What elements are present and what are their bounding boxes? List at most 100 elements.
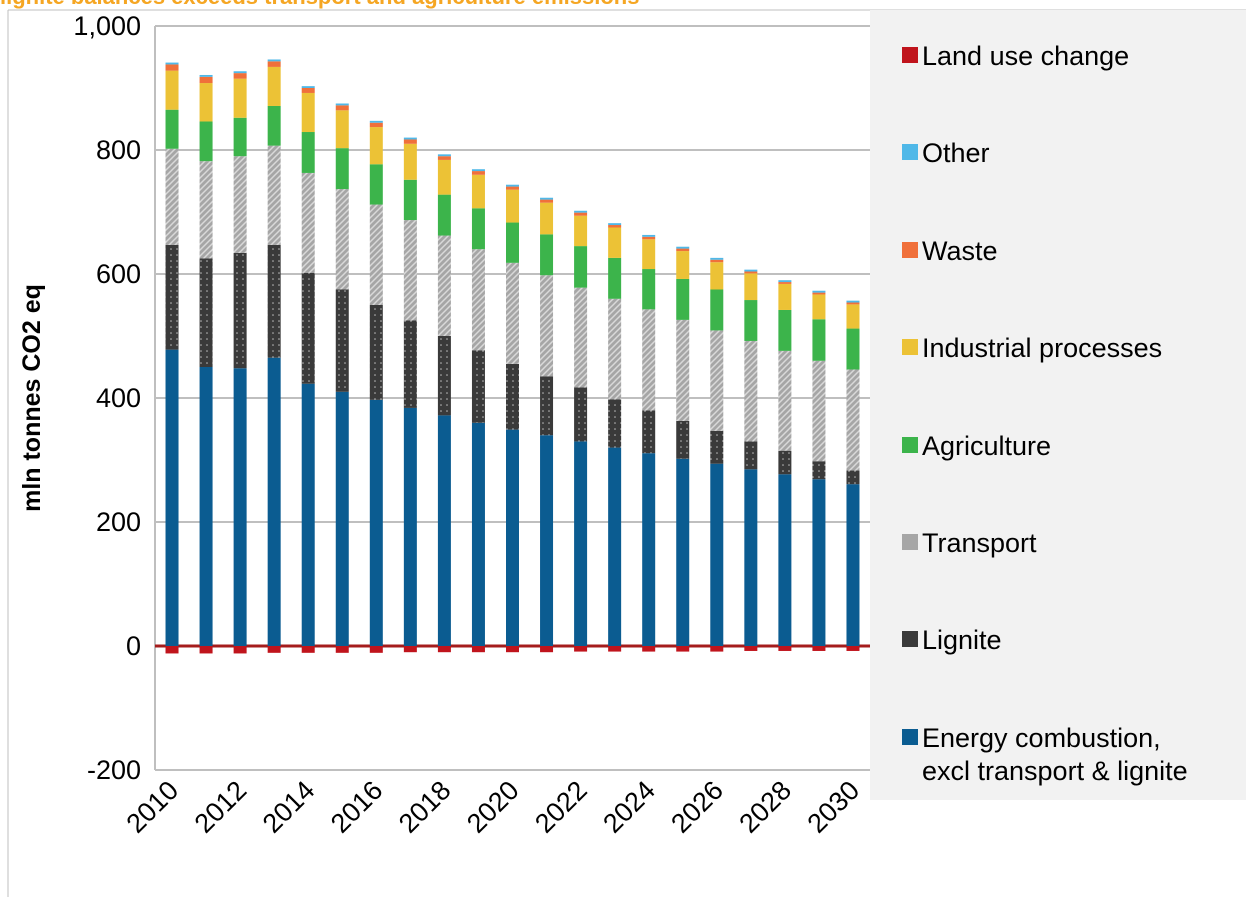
bar-segment	[437, 646, 451, 653]
bar-segment	[778, 280, 792, 283]
bar-segment	[335, 103, 349, 106]
x-tick-label: 2014	[257, 775, 321, 839]
bar-segment	[233, 368, 247, 646]
legend-swatch	[902, 437, 918, 453]
bar-segment	[403, 407, 417, 646]
bar-segment	[744, 469, 758, 646]
legend-swatch	[902, 339, 918, 355]
bar-segment	[437, 154, 451, 157]
x-tick-label: 2012	[189, 775, 253, 839]
bar-segment	[369, 305, 383, 400]
bar-segment	[642, 410, 656, 454]
bar-segment	[846, 369, 860, 471]
legend-item: Energy combustion, excl transport & lign…	[902, 722, 1188, 788]
bar-segment	[165, 62, 179, 65]
x-tick-label: 2020	[461, 775, 525, 839]
bar-segment	[267, 357, 281, 646]
bar-segment	[199, 83, 213, 122]
bar-segment	[574, 441, 588, 646]
bar-segment	[267, 66, 281, 106]
y-tick-label: -200	[87, 755, 141, 785]
bar-segment	[437, 156, 451, 160]
bar-segment	[335, 289, 349, 392]
bar-segment	[778, 350, 792, 451]
bar-segment	[403, 139, 417, 144]
bar-segment	[540, 376, 554, 436]
bar-segment	[335, 148, 349, 190]
bar-segment	[267, 145, 281, 245]
bar-segment	[540, 646, 554, 653]
bar-segment	[165, 70, 179, 110]
x-tick-label: 2030	[802, 775, 866, 839]
bar-segment	[369, 122, 383, 128]
bar-segment	[744, 646, 758, 651]
bar-segment	[233, 73, 247, 79]
bar-segment	[165, 646, 179, 654]
bar-segment	[778, 282, 792, 284]
bar-segment	[403, 179, 417, 221]
bar-segment	[846, 328, 860, 370]
bar-segment	[778, 450, 792, 475]
bar-segment	[437, 194, 451, 236]
bar-segment	[506, 646, 519, 653]
bar-segment	[608, 646, 622, 652]
bar-segment	[301, 646, 315, 653]
bar-segment	[233, 252, 247, 369]
legend-item: Industrial processes	[902, 332, 1162, 365]
bar-segment	[471, 169, 485, 172]
legend-item: Waste	[902, 235, 998, 268]
x-tick-label: 2028	[733, 775, 797, 839]
bar-segment	[710, 430, 724, 464]
bar-segment	[301, 86, 315, 88]
bar-segment	[574, 212, 588, 216]
bar-segment	[506, 262, 519, 364]
bar-segment	[506, 222, 519, 263]
bar-segment	[710, 259, 724, 263]
bar-segment	[676, 251, 690, 279]
bar-segment	[676, 248, 690, 252]
bar-segment	[608, 447, 622, 646]
bar-segment	[540, 197, 554, 200]
legend-item: Lignite	[902, 624, 1002, 657]
legend-swatch	[902, 144, 918, 160]
bar-segment	[506, 189, 519, 223]
bar-segment	[574, 210, 588, 213]
legend-label: Lignite	[922, 625, 1002, 655]
legend-item: Other	[902, 137, 990, 170]
y-tick-label: 1,000	[73, 11, 141, 41]
bar-segment	[403, 220, 417, 321]
bar-segment	[540, 199, 554, 203]
bar-segment	[301, 172, 315, 273]
bar-segment	[506, 184, 519, 187]
bar-segment	[574, 246, 588, 288]
x-tick-label: 2018	[393, 775, 457, 839]
bar-segment	[846, 470, 860, 485]
bar-segment	[574, 387, 588, 442]
bar-segment	[369, 646, 383, 653]
bar-segment	[335, 105, 349, 111]
y-tick-label: 200	[96, 507, 141, 537]
legend-label: Energy combustion, excl transport & lign…	[922, 723, 1188, 786]
bar-segment	[642, 453, 656, 646]
bar-segment	[471, 208, 485, 250]
bar-segment	[846, 646, 860, 651]
bar-segment	[471, 422, 485, 646]
x-tick-label: 2026	[665, 775, 729, 839]
bar-segment	[199, 76, 213, 84]
bar-segment	[574, 287, 588, 388]
bar-segment	[676, 420, 690, 459]
legend-swatch	[902, 631, 918, 647]
bar-segment	[471, 249, 485, 351]
legend-label: Agriculture	[922, 431, 1052, 461]
bar-segment	[778, 309, 792, 351]
bar-segment	[335, 391, 349, 646]
bar-segment	[778, 283, 792, 310]
bar-segment	[403, 137, 417, 140]
bar-segment	[199, 161, 213, 259]
bar-segment	[165, 148, 179, 245]
bar-segment	[437, 415, 451, 646]
bar-segment	[676, 278, 690, 320]
bar-segment	[676, 246, 690, 249]
